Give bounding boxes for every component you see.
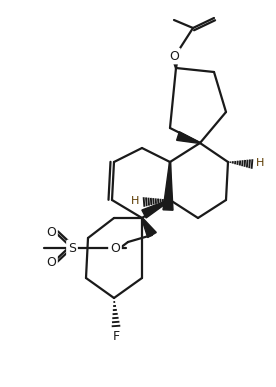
Polygon shape bbox=[163, 162, 173, 210]
Polygon shape bbox=[142, 218, 156, 238]
Text: O: O bbox=[110, 241, 120, 255]
Text: O: O bbox=[169, 50, 179, 62]
Text: O: O bbox=[46, 257, 56, 269]
Text: O: O bbox=[46, 226, 56, 240]
Text: H: H bbox=[256, 158, 264, 168]
Text: H: H bbox=[131, 196, 139, 206]
Polygon shape bbox=[171, 56, 179, 68]
Polygon shape bbox=[177, 132, 200, 144]
Text: F: F bbox=[112, 329, 120, 342]
Polygon shape bbox=[142, 200, 170, 218]
Text: S: S bbox=[68, 241, 76, 255]
